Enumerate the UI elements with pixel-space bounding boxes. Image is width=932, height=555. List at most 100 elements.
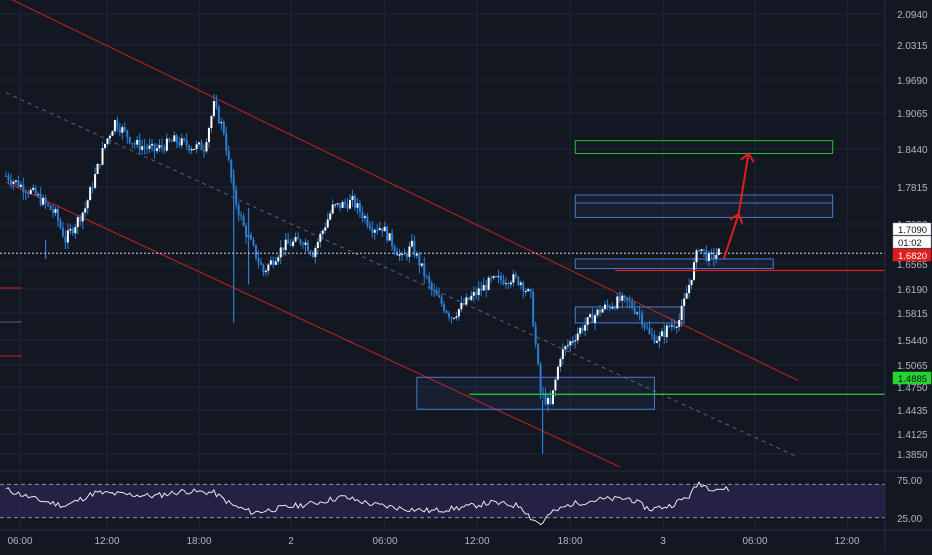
- candle-body: [351, 196, 354, 200]
- candle-body: [606, 304, 609, 307]
- candle-body: [702, 249, 705, 251]
- x-tick-label: 3: [660, 536, 666, 547]
- candle-body: [205, 142, 208, 152]
- candle-body: [104, 143, 106, 149]
- candle-body: [579, 327, 582, 334]
- y-tick-label: 1.8440: [897, 145, 928, 156]
- candle-body: [153, 143, 156, 151]
- candle-body: [705, 250, 708, 261]
- x-tick-label: 12:00: [834, 536, 859, 547]
- candle-body: [564, 346, 567, 350]
- y-tick-label: 1.5440: [897, 336, 928, 347]
- price-tag-countdown: [892, 235, 932, 249]
- rsi-band: [0, 484, 885, 518]
- candle-body: [594, 315, 597, 323]
- candle-body: [717, 248, 720, 256]
- candle-body: [299, 239, 302, 244]
- candle-body: [306, 242, 309, 251]
- price-tag-label: 1.4885: [898, 374, 927, 385]
- candle-body: [69, 228, 72, 231]
- candle-body: [415, 253, 418, 256]
- candle-body: [715, 255, 718, 259]
- candle-body: [123, 127, 126, 131]
- candle-body: [250, 235, 253, 240]
- candle-body: [316, 241, 319, 248]
- candle-body: [492, 276, 495, 279]
- candle-body: [19, 184, 22, 187]
- candle-body: [470, 295, 473, 300]
- candle-body: [695, 250, 698, 263]
- candle-body: [272, 260, 275, 265]
- candle-body: [235, 189, 238, 205]
- candle-body: [581, 327, 584, 331]
- candle-body: [217, 106, 220, 124]
- candle-body: [675, 326, 678, 328]
- candle-body: [549, 397, 552, 405]
- candle-body: [47, 203, 50, 206]
- candle-body: [12, 181, 15, 184]
- candle-body: [522, 282, 525, 292]
- candle-body: [534, 326, 537, 345]
- y-tick-label: 1.4435: [897, 406, 928, 417]
- candle-body: [193, 149, 196, 151]
- candle-body: [621, 295, 624, 301]
- candle-body: [173, 135, 176, 142]
- candle-body: [623, 295, 626, 298]
- candle-body: [136, 140, 139, 145]
- candle-body: [195, 144, 198, 150]
- candle-body: [561, 349, 564, 360]
- candle-layer: [5, 93, 720, 455]
- candle-body: [517, 276, 520, 285]
- candle-body: [554, 379, 557, 391]
- candle-body: [378, 228, 381, 230]
- candle-body: [99, 164, 102, 166]
- grid-layer: [0, 0, 885, 530]
- x-tick-label: 12:00: [464, 536, 489, 547]
- candle-body: [66, 230, 69, 243]
- candle-body: [435, 291, 438, 296]
- target-zone: [574, 140, 834, 154]
- candle-body: [601, 309, 604, 313]
- candle-body: [210, 115, 213, 129]
- candle-body: [386, 226, 389, 241]
- candle-body: [262, 264, 265, 273]
- candle-body: [698, 250, 700, 252]
- candle-body: [89, 187, 92, 201]
- candle-body: [292, 241, 295, 246]
- candle-body: [690, 279, 693, 286]
- channel-bottom-line: [5, 181, 621, 468]
- candle-body: [207, 128, 210, 143]
- candle-body: [556, 366, 559, 380]
- candle-body: [512, 274, 515, 283]
- candle-body: [346, 203, 349, 209]
- candle-body: [576, 333, 579, 341]
- candle-body: [616, 296, 619, 309]
- candle-body: [551, 390, 554, 405]
- candle-body: [376, 229, 379, 231]
- rsi-tick-label: 25.00: [897, 514, 922, 525]
- candle-body: [240, 215, 243, 217]
- candle-body: [61, 227, 64, 237]
- candle-body: [460, 303, 463, 310]
- candle-body: [222, 122, 225, 134]
- candle-body: [584, 324, 587, 331]
- candle-body: [96, 164, 99, 175]
- y-tick-label: 1.9065: [897, 109, 928, 120]
- candle-body: [366, 216, 369, 226]
- candle-body: [381, 228, 384, 232]
- x-tick-label: 06:00: [7, 536, 32, 547]
- candle-body: [321, 230, 324, 234]
- candle-body: [529, 289, 532, 292]
- candle-body: [274, 261, 277, 265]
- candle-body: [54, 208, 57, 213]
- candle-body: [121, 127, 124, 133]
- candle-body: [24, 192, 27, 194]
- y-tick-label: 1.7815: [897, 183, 928, 194]
- candle-body: [599, 309, 601, 313]
- candle-body: [17, 180, 20, 187]
- candle-body: [653, 335, 656, 343]
- candle-body: [29, 189, 32, 194]
- candle-body: [237, 204, 240, 216]
